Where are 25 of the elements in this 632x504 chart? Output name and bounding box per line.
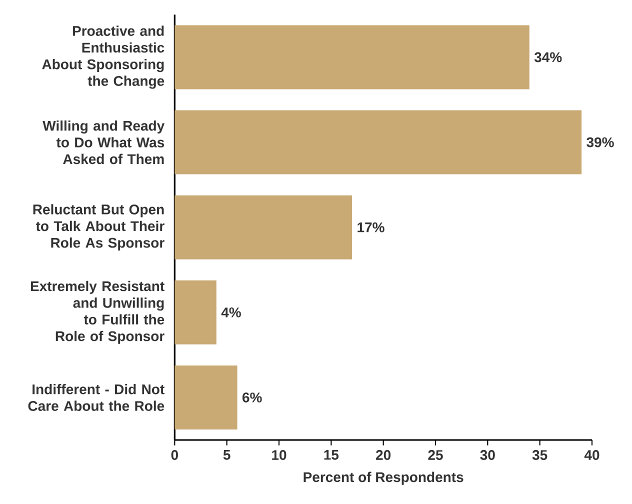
x-tick-label: 25 <box>428 450 443 460</box>
x-tick-label: 35 <box>532 450 548 460</box>
x-axis-title: Percent of Respondents <box>304 472 464 485</box>
data-label: 34% <box>534 52 562 62</box>
bar <box>174 195 352 260</box>
y-tick-label: Extremely Resistant and Unwilling to Fulfill the Role of Sponsor <box>30 280 164 344</box>
x-tick-label: 30 <box>480 450 495 460</box>
x-tick-label: 0 <box>171 450 178 460</box>
y-tick-label: Proactive and Enthusiastic About Sponsoring the Change <box>42 26 164 89</box>
x-tick-label: 15 <box>324 450 339 460</box>
y-tick-label: Indifferent - Did Not Care About the Role <box>28 384 164 411</box>
bar <box>174 25 530 90</box>
bar <box>174 110 582 174</box>
x-tick-label: 10 <box>272 450 286 460</box>
data-label: 4% <box>221 308 241 318</box>
x-tick-label: 20 <box>376 450 391 460</box>
x-tick-label: 5 <box>223 450 230 460</box>
data-label: 6% <box>242 392 262 402</box>
y-tick-label: Reluctant But Open to Talk About Their Role As Sponsor <box>33 204 164 251</box>
bar <box>174 365 238 430</box>
data-label: 39% <box>586 137 614 148</box>
bar <box>174 280 216 344</box>
data-label: 17% <box>358 222 384 232</box>
x-tick-label: 40 <box>584 450 600 460</box>
y-tick-label: Willing and Ready to Do What Was Asked of Them <box>42 120 165 164</box>
